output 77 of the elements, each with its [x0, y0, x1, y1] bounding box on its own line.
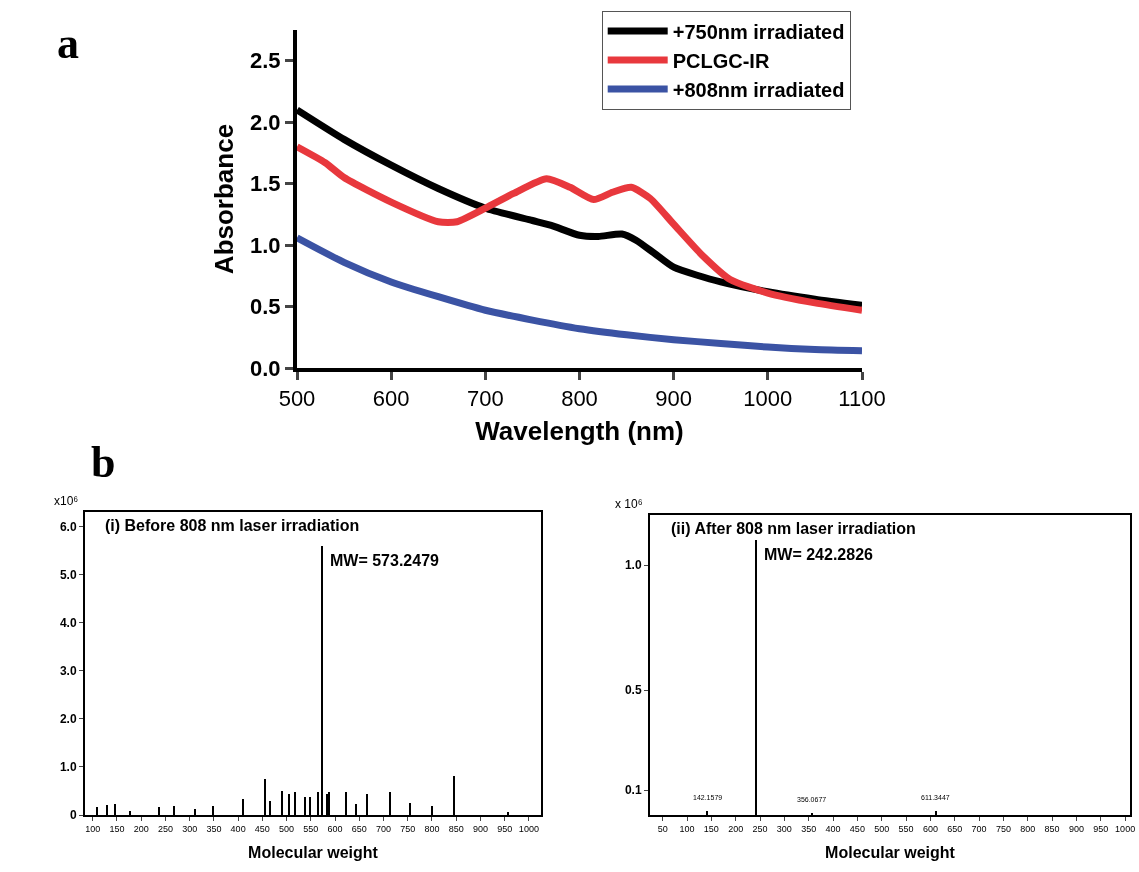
x-tick-label: 600 [327, 823, 343, 834]
x-tick-label: 250 [752, 823, 768, 834]
x-tick-label: 200 [133, 823, 149, 834]
x-axis-title: Molecular weight [825, 844, 956, 861]
x-tick-label: 100 [85, 823, 101, 834]
y-tick-label: 0.5 [624, 683, 642, 698]
x-tick-label: 600 [372, 386, 410, 412]
legend-label: +750nm irradiated [672, 20, 845, 43]
x-tick-label: 500 [278, 386, 316, 412]
x-tick-label: 200 [728, 823, 744, 834]
annotation: MW= 573.2479 [330, 552, 440, 569]
x-axis-title: Wavelength (nm) [475, 415, 684, 446]
x-tick-label: 300 [182, 823, 198, 834]
x-tick-label: 300 [776, 823, 792, 834]
text: b [91, 438, 116, 487]
y-axis-title: Absorbance [208, 123, 239, 275]
y-tick-label: 0 [69, 808, 77, 823]
y-tick-label: 0.0 [250, 355, 281, 381]
x-tick-label: 1000 [743, 386, 793, 412]
legend-label: PCLGC-IR [672, 49, 770, 72]
legend-label: +808nm irradiated [672, 78, 845, 101]
y-tick-label: 2.0 [59, 712, 77, 727]
annotation: MW= 242.2826 [764, 546, 874, 563]
x-tick-label: 500 [874, 823, 890, 834]
x-tick-label: 450 [254, 823, 270, 834]
y-tick-label: 4.0 [59, 615, 77, 630]
y-tick-label: 2.0 [250, 109, 281, 135]
x-tick-label: 150 [703, 823, 719, 834]
y-tick-label: 5.0 [59, 567, 77, 582]
x-tick-label: 700 [375, 823, 392, 834]
x-tick-label: 400 [230, 823, 246, 834]
x-tick-label: 900 [1068, 823, 1084, 834]
x-tick-label: 500 [279, 823, 295, 834]
y-tick-label: 1.0 [250, 232, 281, 258]
y-tick-label: 0.1 [624, 783, 642, 798]
x-tick-label: 750 [400, 823, 416, 834]
y-tick-label: 2.5 [250, 48, 281, 74]
chart-title: (i) Before 808 nm laser irradiation [105, 517, 360, 534]
x-tick-label: 800 [1020, 823, 1036, 834]
x-tick-label: 350 [801, 823, 817, 834]
x-tick-label: 950 [497, 823, 513, 834]
x-tick-label: 650 [947, 823, 963, 834]
y-tick-label: 3.0 [59, 663, 77, 678]
x-tick-label: 50 [657, 823, 668, 834]
y-axis-title: x 10⁶ [615, 497, 643, 511]
y-axis-title: x10⁶ [54, 494, 79, 508]
x-tick-label: 1000 [1115, 823, 1136, 834]
x-tick-label: 550 [898, 823, 914, 834]
x-tick-label: 150 [109, 823, 125, 834]
x-tick-label: 600 [922, 823, 938, 834]
x-tick-label: 850 [1044, 823, 1060, 834]
y-tick-label: 1.5 [250, 171, 281, 197]
x-tick-label: 900 [472, 823, 488, 834]
chart-title: (ii) After 808 nm laser irradiation [671, 520, 916, 537]
x-tick-label: 350 [206, 823, 222, 834]
x-axis-title: Molecular weight [248, 844, 379, 861]
x-tick-label: 1100 [838, 386, 886, 412]
x-tick-label: 650 [351, 823, 367, 834]
text: a [57, 19, 79, 68]
x-tick-label: 1000 [518, 823, 539, 834]
x-tick-label: 800 [561, 386, 598, 412]
x-tick-label: 800 [424, 823, 440, 834]
x-tick-label: 550 [303, 823, 319, 834]
y-tick-label: 1.0 [624, 558, 642, 573]
x-tick-label: 100 [679, 823, 695, 834]
x-tick-label: 450 [849, 823, 865, 834]
x-tick-label: 700 [466, 386, 504, 412]
y-tick-label: 0.5 [250, 294, 281, 320]
x-tick-label: 950 [1093, 823, 1109, 834]
x-tick-label: 900 [655, 386, 693, 412]
x-tick-label: 700 [971, 823, 987, 834]
y-tick-label: 6.0 [59, 519, 77, 534]
x-tick-label: 250 [157, 823, 173, 834]
x-tick-label: 850 [448, 823, 464, 834]
y-tick-label: 1.0 [59, 760, 77, 775]
x-tick-label: 400 [825, 823, 841, 834]
x-tick-label: 750 [995, 823, 1011, 834]
